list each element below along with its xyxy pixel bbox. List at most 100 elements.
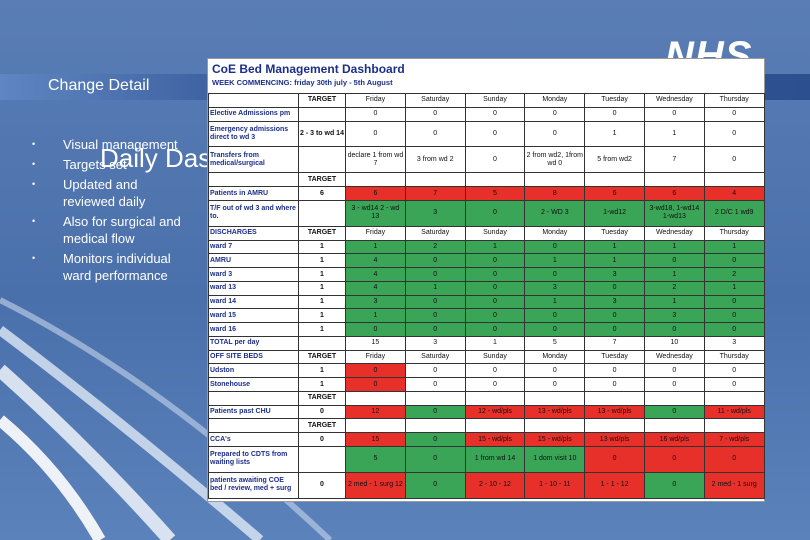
table-cell: 1 bbox=[298, 308, 346, 324]
table-cell: 0 bbox=[703, 294, 765, 310]
table-cell: TARGET bbox=[298, 93, 346, 108]
table-cell: Tuesday bbox=[584, 93, 645, 108]
table-cell bbox=[703, 418, 765, 434]
table-cell: 5 bbox=[524, 335, 586, 351]
table-cell: Elective Admissions pm bbox=[208, 106, 299, 122]
dashboard-table: TARGET Friday Saturday Sunday Monday Tuesday W… bbox=[208, 93, 765, 500]
table-cell: 1 bbox=[298, 280, 346, 296]
table-cell bbox=[208, 172, 299, 188]
table-cell: 2 med - 1 surg bbox=[703, 471, 765, 500]
table-cell: Friday bbox=[345, 225, 406, 241]
table-cell: 0 bbox=[345, 377, 406, 392]
table-cell: 12 bbox=[345, 404, 406, 420]
table-cell: 3 bbox=[584, 267, 645, 282]
table-cell: 1 bbox=[298, 294, 346, 310]
table-cell bbox=[524, 172, 586, 188]
table-row: Prepared to CDTS from waiting lists 5 0 1 f… bbox=[208, 445, 765, 473]
table-cell bbox=[345, 418, 406, 434]
table-cell: 5 bbox=[345, 445, 406, 473]
table-cell: 10 bbox=[643, 335, 705, 351]
table-row: CCA's 0 15 0 15 - wd/pls 15 - wd/pls 13 wd/pls… bbox=[208, 432, 765, 447]
table-cell: 0 bbox=[404, 308, 466, 324]
table-cell: 0 bbox=[703, 445, 765, 473]
table-cell: 2 bbox=[404, 239, 466, 255]
table-cell bbox=[464, 172, 526, 188]
table-cell: 0 bbox=[703, 322, 765, 337]
table-cell: 3 bbox=[703, 335, 765, 351]
table-cell bbox=[208, 390, 299, 406]
table-cell bbox=[524, 418, 586, 434]
table-cell: ward 15 bbox=[208, 308, 299, 324]
table-cell bbox=[703, 390, 765, 406]
table-cell: 13 - wd/pls bbox=[584, 404, 645, 420]
table-cell: 4 bbox=[345, 267, 406, 282]
table-cell: 1 from wd 14 bbox=[464, 445, 526, 473]
table-cell: 0 bbox=[404, 404, 466, 420]
table-cell: 0 bbox=[703, 377, 765, 392]
table-cell: 1 bbox=[464, 239, 526, 255]
table-cell: 0 bbox=[584, 106, 645, 122]
table-cell: 1 bbox=[643, 239, 705, 255]
table-cell: 0 bbox=[298, 471, 346, 500]
bullet-list: Visual management Targets set Updated and … bbox=[32, 136, 192, 287]
table-row: ward 13 1 4 1 0 3 0 2 1 bbox=[208, 280, 765, 296]
table-cell: 4 bbox=[703, 186, 765, 201]
table-cell: 7 bbox=[643, 146, 705, 174]
table-cell: Tuesday bbox=[584, 225, 645, 241]
table-cell: 3 - wd14 2 - wd 13 bbox=[345, 199, 406, 227]
table-cell: OFF SITE BEDS bbox=[208, 349, 299, 365]
table-cell: 0 bbox=[404, 120, 466, 148]
table-cell: 1 bbox=[584, 239, 645, 255]
table-cell: 0 bbox=[524, 322, 586, 337]
table-cell: ward 14 bbox=[208, 294, 299, 310]
table-cell: 1 bbox=[703, 280, 765, 296]
table-cell: 13 - wd/pls bbox=[524, 404, 586, 420]
table-row: patients awaiting COE bed / review, med … bbox=[208, 471, 765, 500]
table-cell: patients awaiting COE bed / review, med … bbox=[208, 471, 299, 500]
table-cell: 15 - wd/pls bbox=[464, 432, 526, 447]
table-cell: 0 bbox=[298, 404, 346, 420]
table-cell: TARGET bbox=[298, 172, 346, 188]
table-cell: 15 bbox=[345, 335, 406, 351]
table-cell: 0 bbox=[464, 377, 526, 392]
table-cell: Sunday bbox=[464, 349, 526, 365]
table-cell: 0 bbox=[703, 106, 765, 122]
table-cell: DISCHARGES bbox=[208, 225, 299, 241]
table-cell: 1 - 10 - 11 bbox=[524, 471, 586, 500]
table-cell: 0 bbox=[464, 322, 526, 337]
table-cell: 7 - wd/pls bbox=[703, 432, 765, 447]
table-cell: Patients past CHU bbox=[208, 404, 299, 420]
table-cell: Thursday bbox=[703, 349, 765, 365]
table-row: TARGET bbox=[208, 172, 765, 188]
table-cell: 1 bbox=[584, 253, 645, 269]
table-cell bbox=[404, 418, 466, 434]
table-cell: 1 bbox=[584, 120, 645, 148]
table-cell: declare 1 from wd 7 bbox=[345, 146, 406, 174]
table-row: Stonehouse 1 0 0 0 0 0 0 0 bbox=[208, 377, 765, 392]
table-cell: 0 bbox=[345, 120, 406, 148]
table-cell: 2 bbox=[643, 280, 705, 296]
table-cell bbox=[404, 390, 466, 406]
table-cell: 6 bbox=[643, 186, 705, 201]
table-cell: 0 bbox=[404, 377, 466, 392]
table-cell: Stonehouse bbox=[208, 377, 299, 392]
table-cell: 1 bbox=[464, 335, 526, 351]
table-cell bbox=[298, 445, 346, 473]
table-cell: 1 bbox=[703, 239, 765, 255]
table-row: ward 16 1 0 0 0 0 0 0 0 bbox=[208, 322, 765, 337]
table-cell: 0 bbox=[584, 445, 645, 473]
table-row: Elective Admissions pm 0 0 0 0 0 0 0 bbox=[208, 106, 765, 122]
table-cell: 0 bbox=[524, 106, 586, 122]
table-cell: 0 bbox=[643, 445, 705, 473]
table-cell: 15 - wd/pls bbox=[524, 432, 586, 447]
table-cell: 0 bbox=[464, 120, 526, 148]
table-cell: 0 bbox=[404, 363, 466, 379]
table-row: Patients in AMRU 6 6 7 5 8 6 6 4 bbox=[208, 186, 765, 201]
table-cell: 0 bbox=[464, 199, 526, 227]
table-row: TARGET Friday Saturday Sunday Monday Tuesday W… bbox=[208, 93, 765, 108]
table-cell: Tuesday bbox=[584, 349, 645, 365]
table-cell: 0 bbox=[404, 445, 466, 473]
table-cell: 0 bbox=[345, 322, 406, 337]
table-cell: 0 bbox=[404, 322, 466, 337]
table-cell: 1 bbox=[298, 322, 346, 337]
